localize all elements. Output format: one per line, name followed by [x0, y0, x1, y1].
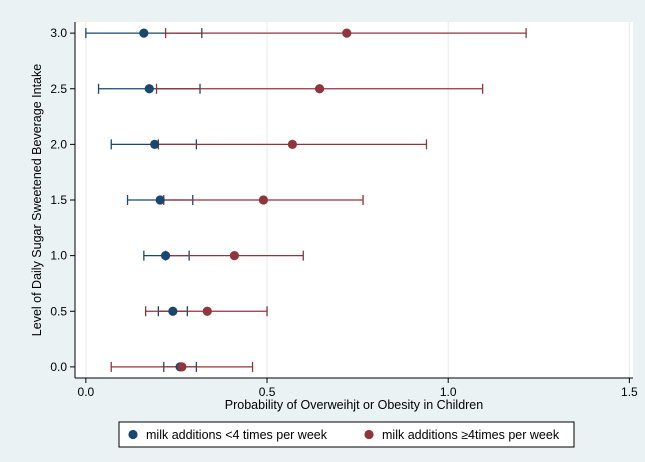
point-estimate-series-1: [150, 139, 160, 149]
legend: milk additions <4 times per week milk add…: [118, 421, 575, 448]
point-estimate-series-1: [139, 28, 149, 38]
point-estimate-series-1: [144, 84, 154, 94]
point-estimate-series-2: [287, 139, 298, 149]
y-tick-label: 2.5: [50, 82, 67, 96]
y-tick-label: 1.5: [50, 193, 67, 207]
legend-label-series-1: milk additions <4 times per week: [146, 428, 328, 442]
point-estimate-series-2: [202, 306, 212, 316]
x-tick-label: 1.0: [440, 385, 457, 399]
y-tick-label: 1.0: [50, 249, 67, 263]
point-estimate-series-2: [342, 28, 352, 38]
point-estimate-series-2: [229, 251, 240, 261]
legend-box: [118, 421, 575, 448]
legend-marker-series-1: [128, 429, 138, 440]
point-estimate-series-1: [160, 251, 171, 261]
point-estimate-series-1: [155, 195, 165, 205]
point-estimates: [139, 28, 352, 372]
point-estimate-series-2: [314, 84, 325, 94]
point-estimate-series-1: [168, 306, 178, 316]
y-tick-label: 2.0: [50, 137, 67, 151]
axes: 0.0 0.5 1.0 1.5 2.0 2.5 3.0 0.0 0.5 1.0 1.5: [50, 22, 638, 399]
grid-lines: [85, 22, 630, 378]
y-tick-label: 0.0: [50, 360, 67, 374]
x-tick-label: 1.5: [621, 385, 638, 399]
y-axis-label: Level of Daily Sugar Sweetened Beverage …: [30, 64, 44, 336]
point-estimate-series-2: [177, 362, 187, 372]
legend-marker-series-2: [364, 429, 374, 440]
x-tick-label: 0.0: [78, 385, 95, 399]
x-axis-label: Probability of Overweihjt or Obesity in …: [225, 398, 483, 412]
y-tick-label: 3.0: [50, 26, 67, 40]
x-tick-label: 0.5: [259, 385, 276, 399]
y-tick-label: 0.5: [50, 304, 67, 318]
legend-label-series-2: milk additions ≥4times per week: [382, 428, 560, 442]
point-estimate-series-2: [258, 195, 269, 205]
